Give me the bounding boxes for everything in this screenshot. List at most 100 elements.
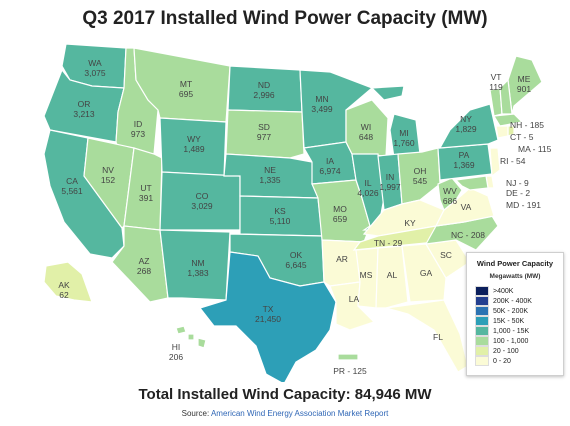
state-label-ne: NE 1,335	[259, 165, 281, 185]
legend-swatch	[475, 326, 489, 336]
legend-label: 1,000 - 15K	[493, 327, 530, 335]
state-al	[375, 245, 409, 309]
state-nv	[83, 137, 135, 229]
state-label-ca: CA 5,561	[61, 176, 83, 196]
state-label-co: CO 3,029	[191, 191, 213, 211]
source-line: Source: American Wind Energy Association…	[0, 409, 570, 418]
state-label-ms: MS	[360, 270, 373, 280]
state-label-pr: PR - 125	[333, 366, 367, 376]
state-label-nd: ND 2,996	[253, 80, 275, 100]
legend-item: 15K - 50K	[475, 316, 563, 326]
state-label-az: AZ 268	[137, 256, 151, 276]
source-label: Source:	[181, 409, 210, 418]
state-label-mo: MO 659	[333, 204, 347, 224]
legend-swatch	[475, 356, 489, 366]
state-label-il: IL 4,026	[357, 178, 379, 198]
state-label-ga: GA	[420, 268, 433, 278]
legend-item: >400K	[475, 286, 563, 296]
legend-item: 50K - 200K	[475, 306, 563, 316]
state-label-ia: IA 6,974	[319, 156, 341, 176]
state-label-tx: TX 21,450	[255, 304, 281, 324]
state-nj	[489, 147, 501, 178]
legend-items: >400K 200K - 400K 50K - 200K 15K - 50K 1,000…	[475, 286, 563, 366]
state-label-ct: CT - 5	[510, 132, 534, 142]
state-ms	[355, 247, 379, 309]
state-ma	[492, 113, 524, 127]
state-label-pa: PA 1,369	[453, 150, 475, 170]
state-label-la: LA	[349, 294, 360, 304]
state-label-nc: NC - 208	[451, 230, 485, 240]
state-pr	[337, 353, 359, 361]
state-label-sd: SD 977	[257, 122, 271, 142]
state-label-hi: HI 206	[169, 342, 183, 362]
state-label-ut: UT 391	[139, 183, 153, 203]
state-label-de: DE - 2	[506, 188, 530, 198]
legend-title: Wind Power Capacity	[476, 259, 554, 268]
legend-swatch	[475, 296, 489, 306]
state-label-nh: NH - 185	[510, 120, 544, 130]
total-capacity: Total Installed Wind Capacity: 84,946 MW	[138, 386, 432, 403]
state-label-me: ME 901	[517, 74, 531, 94]
state-label-mt: MT 695	[179, 79, 193, 99]
legend-item: 200K - 400K	[475, 296, 563, 306]
state-label-ma: MA - 115	[518, 144, 552, 154]
state-md	[454, 175, 489, 191]
state-ny	[438, 103, 499, 149]
legend-label: 20 - 100	[493, 347, 519, 355]
state-fl	[385, 299, 469, 373]
state-label-mi: MI 1,760	[393, 128, 415, 148]
state-label-ak: AK 62	[58, 280, 70, 300]
state-label-fl: FL	[433, 332, 443, 342]
state-label-sc: SC	[440, 250, 452, 260]
legend-label: 200K - 400K	[493, 297, 532, 305]
legend-item: 0 - 20	[475, 356, 563, 366]
state-label-wi: WI 648	[359, 122, 373, 142]
state-hi	[175, 325, 207, 349]
state-label-nv: NV 152	[101, 165, 115, 185]
state-ak	[43, 261, 93, 303]
legend-subtitle: Megawatts (MW)	[489, 273, 541, 280]
state-label-in: IN 1,997	[379, 172, 401, 192]
state-label-md: MD - 191	[506, 200, 541, 210]
state-label-ar: AR	[336, 254, 348, 264]
legend-label: 50K - 200K	[493, 307, 529, 315]
state-tx	[198, 251, 337, 382]
us-wind-capacity-map: WA 3,075 OR 3,213 CA 5,561 ID 973 NV 152 UT 391 AZ 26…	[43, 43, 552, 382]
legend-item: 1,000 - 15K	[475, 326, 563, 336]
state-label-wy: WY 1,489	[183, 134, 205, 154]
state-label-or: OR 3,213	[73, 99, 95, 119]
state-nm	[159, 229, 231, 301]
state-label-ks: KS 5,110	[270, 206, 291, 226]
state-label-va: VA	[461, 202, 472, 212]
state-ga	[401, 243, 447, 303]
state-label-ok: OK 6,645	[285, 250, 307, 270]
legend-label: 0 - 20	[493, 357, 511, 365]
legend-swatch	[475, 306, 489, 316]
state-label-wa: WA 3,075	[84, 58, 106, 78]
map-title: Q3 2017 Installed Wind Power Capacity (M…	[82, 8, 488, 29]
state-label-nm: NM 1,383	[187, 258, 209, 278]
state-label-nj: NJ - 9	[506, 178, 529, 188]
legend-label: 100 - 1,000	[493, 337, 529, 345]
legend-swatch	[475, 316, 489, 326]
legend-swatch	[475, 336, 489, 346]
state-label-ri: RI - 54	[500, 156, 526, 166]
source-link[interactable]: American Wind Energy Association Market …	[210, 409, 389, 418]
state-label-tn: TN - 29	[374, 238, 403, 248]
legend-label: >400K	[493, 287, 514, 295]
legend-item: 20 - 100	[475, 346, 563, 356]
state-label-wv: WV 686	[443, 186, 457, 206]
legend-swatch	[475, 346, 489, 356]
legend-label: 15K - 50K	[493, 317, 525, 325]
state-sd	[225, 109, 305, 159]
state-label-vt: VT 119	[489, 72, 503, 92]
state-label-oh: OH 545	[413, 166, 427, 186]
state-label-ky: KY	[404, 218, 416, 228]
state-label-ny: NY 1,829	[455, 114, 477, 134]
map-legend: Wind Power Capacity Megawatts (MW) >400K…	[466, 252, 564, 376]
state-label-id: ID 973	[131, 119, 145, 139]
state-label-mn: MN 3,499	[311, 94, 333, 114]
state-ct	[495, 125, 509, 139]
state-label-al: AL	[387, 270, 398, 280]
legend-swatch	[475, 286, 489, 296]
